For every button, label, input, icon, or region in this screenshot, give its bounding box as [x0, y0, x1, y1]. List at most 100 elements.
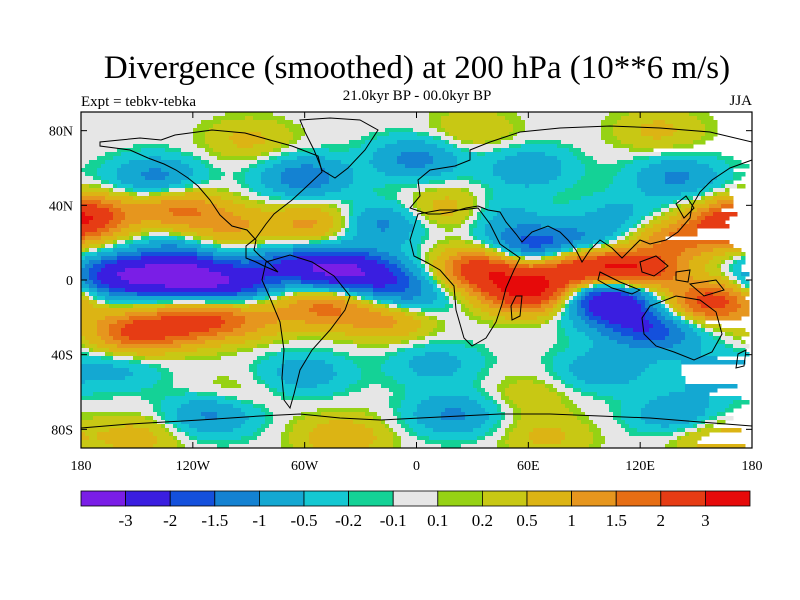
field-cell — [173, 372, 254, 377]
field-cell — [549, 300, 558, 305]
field-cell — [101, 236, 118, 241]
field-cell — [461, 304, 466, 309]
field-cell — [585, 284, 590, 289]
field-cell — [341, 228, 346, 233]
field-cell — [317, 408, 370, 413]
field-cell — [213, 256, 274, 261]
field-cell — [677, 260, 690, 265]
field-cell — [477, 212, 482, 217]
field-cell — [313, 224, 334, 229]
field-cell — [469, 180, 482, 185]
field-cell — [413, 356, 458, 361]
field-cell — [673, 304, 682, 309]
field-cell — [685, 388, 718, 393]
field-cell — [193, 172, 210, 177]
field-cell — [81, 268, 90, 273]
field-cell — [421, 284, 434, 289]
field-cell — [269, 388, 278, 393]
field-cell — [425, 228, 430, 233]
field-cell — [729, 404, 742, 409]
field-cell — [697, 216, 706, 221]
field-cell — [713, 196, 734, 201]
field-cell — [389, 400, 402, 405]
field-cell — [609, 112, 630, 117]
field-cell — [269, 292, 282, 297]
field-cell — [677, 300, 686, 305]
field-cell — [601, 128, 614, 133]
field-cell — [729, 164, 750, 169]
field-cell — [181, 180, 202, 185]
field-cell — [485, 196, 494, 201]
field-cell — [349, 184, 386, 189]
field-cell — [625, 420, 646, 425]
field-cell — [733, 400, 750, 405]
field-cell — [505, 228, 578, 233]
field-cell — [85, 236, 102, 241]
field-cell — [401, 400, 422, 405]
field-cell — [241, 168, 250, 173]
field-cell — [577, 404, 610, 409]
field-cell — [729, 256, 734, 261]
field-cell — [669, 216, 682, 221]
field-cell — [553, 196, 582, 201]
field-cell — [125, 240, 134, 245]
field-cell — [409, 236, 422, 241]
field-cell — [481, 392, 490, 397]
field-cell — [97, 248, 102, 253]
field-cell — [181, 420, 246, 425]
field-cell — [489, 276, 546, 281]
field-cell — [289, 144, 322, 149]
field-cell — [665, 264, 678, 269]
field-cell — [605, 324, 622, 329]
field-cell — [273, 164, 302, 169]
field-cell — [285, 288, 330, 293]
field-cell — [353, 296, 358, 301]
field-cell — [429, 260, 434, 265]
field-cell — [101, 164, 122, 169]
field-cell — [357, 216, 406, 221]
field-cell — [161, 376, 174, 381]
colorbar-swatch — [125, 490, 171, 507]
field-cell — [285, 360, 326, 365]
field-cell — [653, 304, 662, 309]
field-cell — [717, 420, 726, 425]
field-cell — [561, 324, 574, 329]
field-cell — [385, 128, 414, 133]
field-cell — [297, 156, 326, 161]
field-cell — [697, 320, 706, 325]
field-cell — [469, 224, 478, 229]
field-cell — [129, 160, 182, 165]
field-cell — [569, 296, 574, 301]
field-cell — [453, 264, 462, 269]
field-cell — [253, 360, 262, 365]
field-cell — [385, 284, 410, 289]
field-cell — [445, 248, 486, 253]
field-cell — [581, 248, 594, 253]
field-cell — [265, 240, 310, 245]
field-cell — [473, 312, 490, 317]
field-cell — [457, 136, 502, 141]
field-cell — [81, 220, 90, 225]
field-cell — [153, 384, 174, 389]
field-cell — [489, 260, 506, 265]
field-cell — [257, 368, 278, 373]
field-cell — [165, 284, 218, 289]
field-cell — [549, 312, 558, 317]
field-cell — [613, 132, 642, 137]
field-cell — [545, 308, 554, 313]
field-cell — [253, 432, 262, 437]
field-cell — [585, 212, 634, 217]
field-cell — [445, 236, 462, 241]
field-cell — [689, 200, 694, 205]
field-cell — [257, 436, 282, 441]
field-cell — [289, 184, 322, 189]
field-cell — [325, 168, 354, 173]
field-cell — [301, 276, 398, 281]
field-cell — [489, 372, 550, 377]
field-cell — [265, 200, 342, 205]
field-cell — [541, 360, 554, 365]
field-cell — [677, 428, 686, 433]
field-cell — [557, 288, 566, 293]
field-cell — [177, 236, 186, 241]
field-cell — [713, 192, 718, 197]
